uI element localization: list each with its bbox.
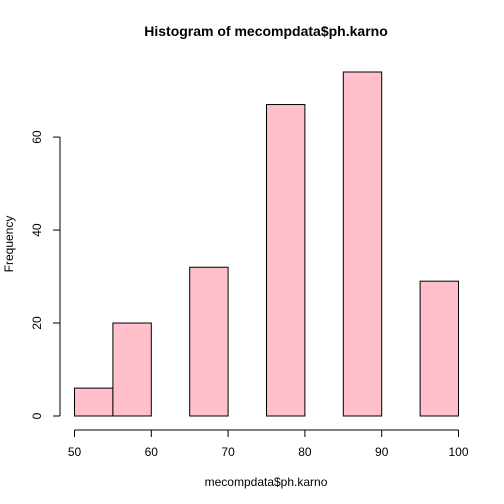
x-tick-label: 80 bbox=[298, 445, 312, 459]
x-axis-label: mecompdata$ph.karno bbox=[205, 475, 328, 489]
y-tick-label: 20 bbox=[30, 316, 44, 330]
histogram-bar-95-100 bbox=[419, 280, 460, 417]
x-tick-label: 50 bbox=[68, 445, 82, 459]
x-tick-label: 60 bbox=[145, 445, 159, 459]
y-tick-label: 40 bbox=[30, 223, 44, 237]
histogram-bar-75-80 bbox=[266, 104, 306, 417]
bars-group bbox=[74, 71, 460, 417]
histogram-bar-85-90 bbox=[342, 71, 383, 417]
x-tick-label: 70 bbox=[221, 445, 235, 459]
y-tick-label: 0 bbox=[30, 412, 44, 419]
histogram-bar-50-55 bbox=[74, 387, 114, 417]
histogram-bar-55-60 bbox=[112, 322, 152, 417]
y-tick-label: 60 bbox=[30, 130, 44, 144]
chart-title: Histogram of mecompdata$ph.karno bbox=[144, 23, 388, 39]
x-axis: 50 60 70 80 90 100 bbox=[68, 429, 469, 459]
y-axis-label: Frequency bbox=[2, 216, 16, 273]
y-axis: 0 20 40 60 bbox=[30, 130, 61, 419]
histogram-bar-65-70 bbox=[189, 266, 229, 417]
x-tick-label: 90 bbox=[375, 445, 389, 459]
x-tick-label: 100 bbox=[448, 445, 468, 459]
